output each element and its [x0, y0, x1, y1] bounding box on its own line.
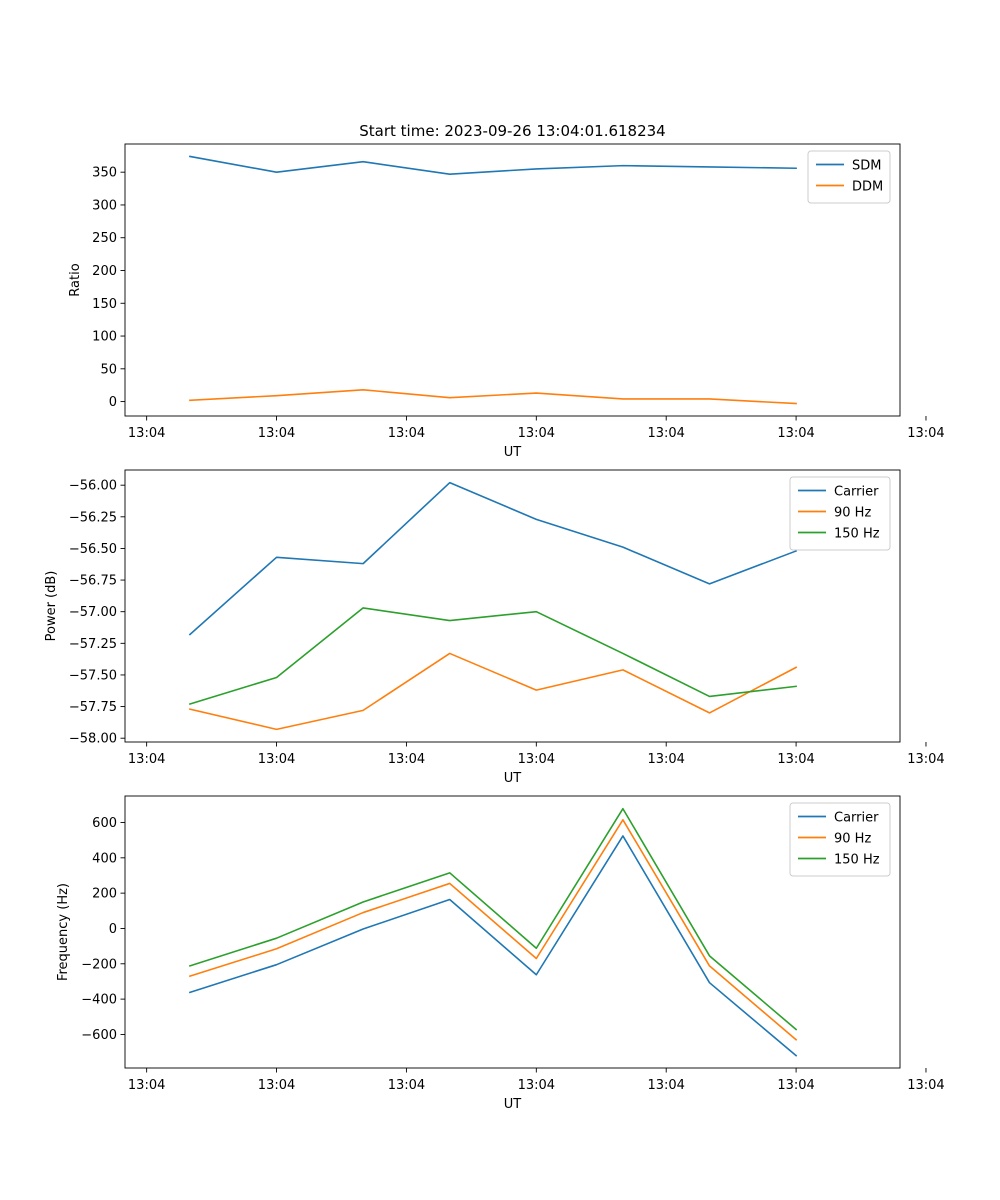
- x-tick-label: 13:04: [907, 1078, 944, 1093]
- x-tick-label: 13:04: [128, 426, 165, 441]
- legend-label: Carrier: [834, 485, 879, 500]
- x-tick-label: 13:04: [647, 752, 684, 767]
- y-tick-label: −400: [81, 993, 117, 1008]
- x-tick-label: 13:04: [647, 1078, 684, 1093]
- series-line-150-hz: [188, 607, 797, 706]
- x-tick-label: 13:04: [258, 752, 295, 767]
- y-tick-label: 150: [92, 297, 117, 312]
- x-tick-label: 13:04: [258, 426, 295, 441]
- x-tick-label: 13:04: [907, 752, 944, 767]
- y-tick-label: −600: [81, 1028, 117, 1043]
- y-axis-label: Power (dB): [44, 571, 59, 642]
- x-axis-label: UT: [504, 771, 522, 786]
- x-axis-label: UT: [504, 445, 522, 460]
- legend: Carrier 90 Hz 150 Hz: [789, 802, 891, 877]
- y-tick-label: 100: [92, 330, 117, 345]
- legend: SDM DDM: [807, 150, 891, 204]
- y-tick-label: 400: [92, 851, 117, 866]
- y-tick-label: 200: [92, 887, 117, 902]
- x-tick-label: 13:04: [128, 1078, 165, 1093]
- x-tick-label: 13:04: [388, 1078, 425, 1093]
- series-line-sdm: [189, 155, 797, 175]
- y-tick-label: 200: [92, 264, 117, 279]
- y-tick-label: −57.25: [69, 637, 117, 652]
- axes-frame: [124, 143, 901, 417]
- legend-label: DDM: [852, 180, 883, 195]
- y-tick-label: 600: [92, 816, 117, 831]
- chart-title: Start time: 2023-09-26 13:04:01.618234: [359, 122, 665, 140]
- x-tick-label: 13:04: [907, 426, 944, 441]
- y-tick-label: 300: [92, 198, 117, 213]
- y-tick-label: −56.75: [69, 574, 117, 589]
- legend-label: 90 Hz: [834, 832, 871, 847]
- x-tick-label: 13:04: [647, 426, 684, 441]
- chart-panel-3: 13:04 13:04 13:04 13:04 13:04 13:04 13:04 600 40…: [56, 795, 945, 1112]
- legend-label: 90 Hz: [834, 506, 871, 521]
- x-tick-label: 13:04: [128, 752, 165, 767]
- x-tick-label: 13:04: [388, 752, 425, 767]
- y-axis-label: Frequency (Hz): [56, 883, 71, 981]
- x-tick-label: 13:04: [388, 426, 425, 441]
- series-line-carrier: [188, 481, 798, 636]
- y-tick-label: −57.75: [69, 700, 117, 715]
- series-line-carrier: [188, 835, 798, 1057]
- x-tick-label: 13:04: [777, 752, 814, 767]
- y-tick-label: −56.00: [69, 479, 117, 494]
- y-tick-label: −56.50: [69, 542, 117, 557]
- legend-label: 150 Hz: [834, 853, 880, 868]
- chart-panel-2: 13:04 13:04 13:04 13:04 13:04 13:04 13:04 −56.0…: [44, 469, 945, 786]
- y-tick-label: −57.00: [69, 605, 117, 620]
- x-tick-label: 13:04: [518, 1078, 555, 1093]
- chart-panel-1: 13:04 13:04 13:04 13:04 13:04 13:04 13:04 0 50 10…: [68, 122, 945, 460]
- axes-frame: [124, 469, 901, 743]
- legend-label: Carrier: [834, 811, 879, 826]
- series-line-150-hz: [188, 807, 798, 1031]
- y-tick-label: 250: [92, 231, 117, 246]
- y-tick-label: 50: [100, 362, 117, 377]
- series-line-ddm: [189, 388, 797, 405]
- x-tick-label: 13:04: [518, 752, 555, 767]
- series-line-90-hz: [188, 819, 798, 1041]
- legend-label: 150 Hz: [834, 527, 880, 542]
- y-tick-label: 0: [109, 922, 117, 937]
- series-line-90-hz: [188, 652, 798, 731]
- x-tick-label: 13:04: [777, 1078, 814, 1093]
- y-tick-label: −200: [81, 957, 117, 972]
- y-tick-label: −56.25: [69, 510, 117, 525]
- x-tick-label: 13:04: [518, 426, 555, 441]
- y-axis-label: Ratio: [68, 263, 83, 296]
- axes-frame: [124, 795, 901, 1069]
- y-tick-label: −57.50: [69, 668, 117, 683]
- y-tick-label: 350: [92, 166, 117, 181]
- x-tick-label: 13:04: [258, 1078, 295, 1093]
- legend: Carrier 90 Hz 150 Hz: [789, 476, 891, 551]
- y-tick-label: 0: [109, 395, 117, 410]
- x-tick-label: 13:04: [777, 426, 814, 441]
- legend-label: SDM: [852, 159, 881, 174]
- y-tick-label: −58.00: [69, 732, 117, 747]
- x-axis-label: UT: [504, 1097, 522, 1112]
